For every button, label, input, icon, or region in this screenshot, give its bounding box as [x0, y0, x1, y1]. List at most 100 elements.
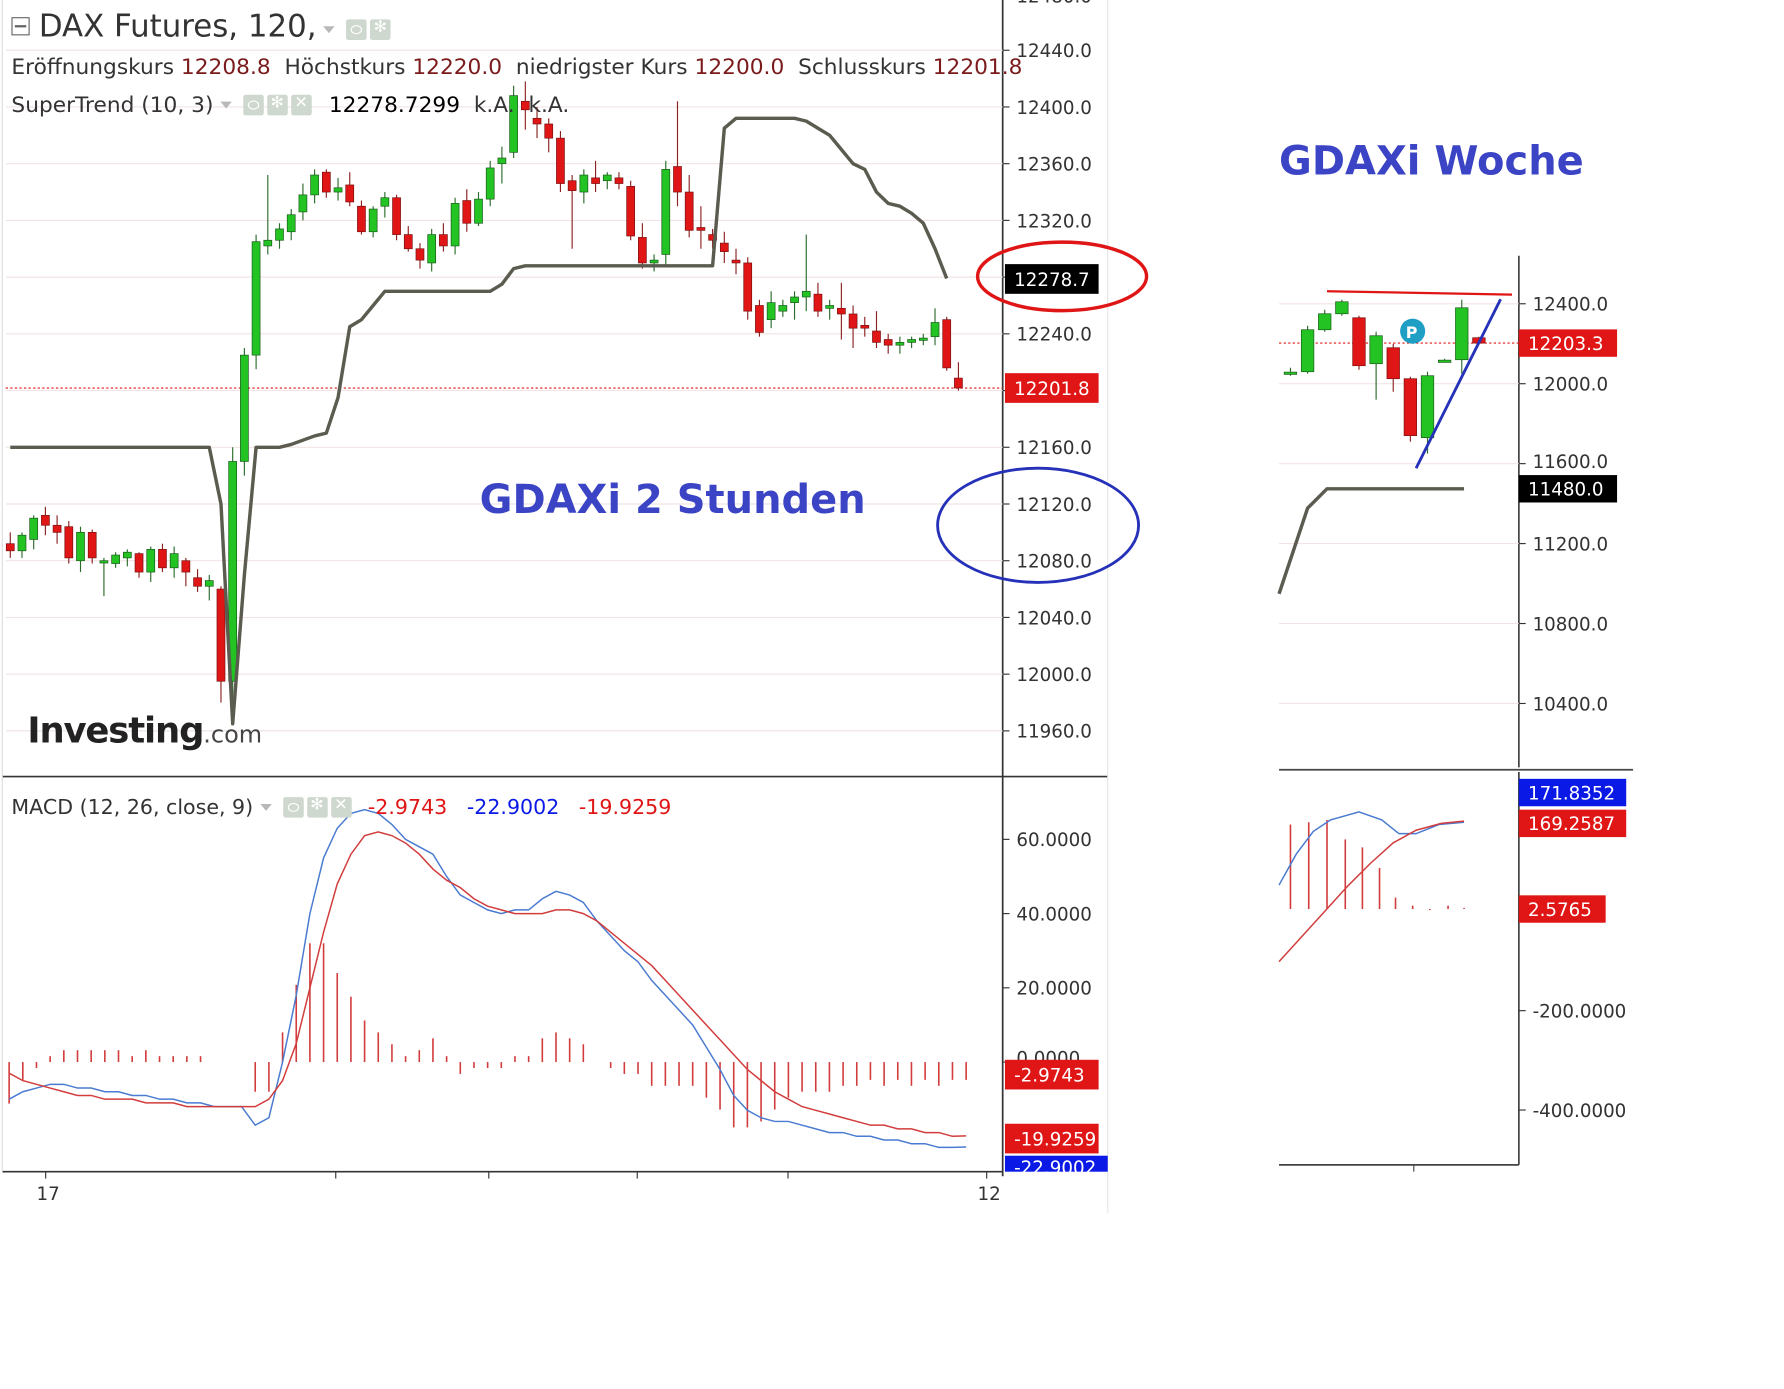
candle [602, 174, 612, 182]
candle [918, 337, 928, 341]
candle [275, 228, 284, 241]
eye-icon[interactable] [346, 19, 367, 40]
candle [76, 532, 85, 562]
chevron-down-icon[interactable] [220, 101, 232, 109]
candle [122, 551, 132, 559]
gear-icon[interactable] [370, 18, 391, 40]
weekly-price-label: 11480.0 [1528, 480, 1604, 501]
weekly-candle [1318, 313, 1332, 331]
candle [661, 169, 671, 255]
main-panel-bg [0, 0, 1108, 1213]
candle [263, 239, 273, 247]
weekly-candle [1420, 375, 1435, 439]
gear-icon[interactable] [306, 796, 328, 818]
ohlc-close-value: 12201.8 [932, 54, 1023, 80]
candle [474, 198, 483, 224]
weekly-candle [1352, 317, 1366, 367]
annotation-resistance-line [1326, 290, 1513, 296]
supertrend-row: SuperTrend (10, 3) 12278.7299 k.A. k.A. [11, 93, 569, 118]
signal-line [8, 831, 967, 1138]
annotation-blue-ellipse [936, 466, 1141, 584]
weekly-tick-label: 12400.0 [1533, 295, 1609, 316]
weekly-price-label: 11600.0 [1533, 452, 1609, 473]
candle [801, 290, 811, 298]
weekly-supertrend-line [1277, 487, 1465, 595]
candle [520, 100, 530, 111]
candle [696, 227, 706, 231]
macd-row: MACD (12, 26, close, 9) -2.9743 -22.9002… [11, 796, 671, 820]
weekly-signal-line [1278, 820, 1465, 963]
candle [169, 553, 179, 569]
eye-icon[interactable] [282, 797, 304, 818]
macd-tick-label: 60.0000 [1016, 830, 1092, 851]
candle [462, 200, 472, 224]
candle [825, 305, 835, 309]
candle [380, 197, 390, 207]
candle [719, 242, 729, 252]
chevron-down-icon[interactable] [323, 26, 335, 34]
macd-price-label-bg [1004, 1123, 1099, 1154]
close-icon[interactable] [291, 94, 312, 116]
annotation-trend-line [1414, 298, 1502, 469]
candle [415, 248, 425, 261]
candle [673, 166, 682, 193]
symbol-title: DAX Futures, 120, [38, 9, 317, 45]
weekly-candle [1335, 301, 1349, 315]
price-tick-label: 12440.0 [1016, 41, 1092, 62]
candle [17, 534, 27, 552]
price-label-bg [1004, 264, 1099, 294]
candle [5, 543, 15, 552]
pivot-marker-label: P [1406, 323, 1418, 342]
price-tick-label: 11960.0 [1016, 722, 1092, 743]
annotation-right-title: GDAXi Woche [1279, 139, 1584, 186]
investing-logo: Investing.com [27, 710, 262, 751]
candle [181, 560, 191, 573]
weekly-macd-tick-label: -400.0000 [1533, 1101, 1627, 1122]
chevron-down-icon[interactable] [260, 803, 272, 811]
candle [368, 208, 378, 233]
ohlc-low-value: 12200.0 [694, 54, 785, 80]
candle [509, 95, 518, 153]
gear-icon[interactable] [267, 94, 288, 116]
candle [99, 560, 109, 564]
candle [87, 532, 97, 559]
candle [942, 319, 952, 369]
weekly-macd-price-label: 2.5765 [1528, 900, 1592, 921]
candle [614, 177, 624, 184]
weekly-candle [1455, 307, 1469, 361]
weekly-price-label: 12203.3 [1528, 334, 1604, 355]
price-tick-label: 12360.0 [1016, 155, 1092, 176]
candle [111, 554, 120, 564]
price-tick-label-partial: 12480.0 [1016, 0, 1092, 7]
candle [907, 339, 916, 343]
weekly-tick-label: 11200.0 [1533, 534, 1609, 555]
time-tick-label: 17 [37, 1184, 60, 1205]
weekly-candle [1386, 347, 1400, 380]
ohlc-open-value: 12208.8 [180, 54, 271, 80]
collapse-icon[interactable] [11, 17, 30, 36]
candle [251, 241, 261, 356]
candle [860, 324, 870, 329]
candle [684, 191, 694, 231]
price-label-bg [1004, 373, 1099, 403]
candle [403, 234, 413, 250]
candle [333, 187, 343, 193]
candle [883, 339, 893, 346]
macd-price-label-bg [1004, 1059, 1099, 1090]
eye-icon[interactable] [243, 94, 264, 116]
close-icon[interactable] [330, 796, 352, 818]
weekly-tick-label: 10800.0 [1533, 614, 1609, 635]
candle [134, 553, 144, 573]
macd-value-2: -22.9002 [466, 795, 560, 820]
weekly-macd-price-label-bg [1518, 895, 1606, 923]
candle [813, 293, 823, 312]
time-tick-label: 12 [978, 1184, 1001, 1205]
logo-suffix: .com [203, 720, 263, 749]
price-tick-label: 12120.0 [1016, 495, 1092, 516]
weekly-candle [1438, 359, 1452, 363]
candle [649, 259, 659, 264]
candle [64, 526, 74, 559]
weekly-candle [1403, 378, 1417, 437]
candle [29, 517, 39, 540]
